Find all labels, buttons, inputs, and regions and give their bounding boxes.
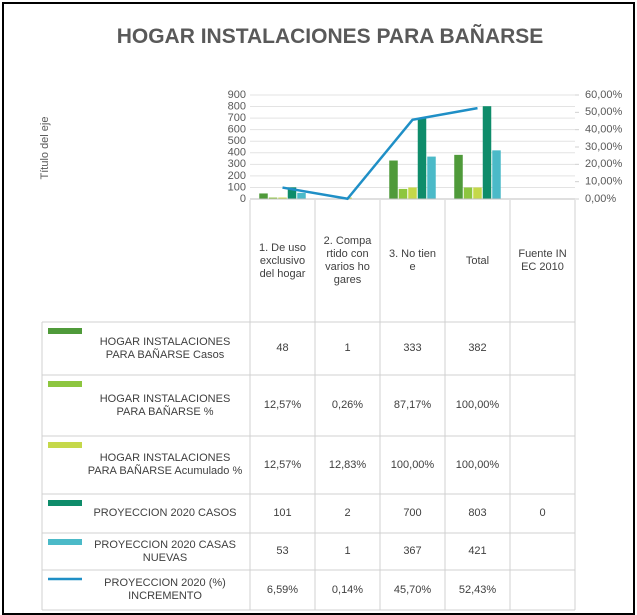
legend-key [48, 442, 82, 448]
bar [297, 192, 306, 199]
y-tick-label: 400 [228, 147, 246, 159]
legend-label: HOGAR INSTALACIONES PARA BAÑARSE Casos [99, 335, 231, 361]
data-label: 12,57% [263, 399, 302, 411]
chart-title: HOGAR INSTALACIONES PARA BAÑARSE [116, 25, 544, 48]
legend-label: PROYECCION 2020 CASAS NUEVAS [94, 538, 236, 564]
x-tick-label: Fuente INEC 2010 [518, 248, 567, 273]
legend-label: PROYECCION 2020 CASOS [93, 507, 237, 519]
data-label: 382 [468, 342, 487, 354]
legend-key [48, 539, 82, 545]
y-tick-label: 700 [228, 112, 246, 124]
data-label: 0 [539, 507, 546, 519]
bar [398, 188, 408, 199]
data-label: 87,17% [393, 399, 432, 411]
data-label: 1 [344, 545, 351, 557]
y2-tick-label: 10,00% [585, 176, 623, 188]
data-label: 2 [344, 507, 351, 519]
bar [463, 187, 473, 199]
y-tick-label: 600 [228, 124, 246, 136]
y2-tick-label: 40,00% [585, 124, 623, 136]
bar [473, 187, 482, 199]
y-tick-label: 100 [228, 181, 246, 193]
legend-key [48, 328, 82, 334]
data-label: 45,70% [393, 583, 432, 596]
bar [492, 150, 501, 199]
bar [268, 197, 278, 199]
data-label: 0,14% [331, 583, 364, 596]
bar [408, 187, 417, 199]
x-tick-label: 3. No tiene [388, 248, 437, 273]
data-label: 6,59% [266, 583, 299, 596]
x-tick-label: 1. De uso exclusivo del hogar [258, 241, 307, 280]
bar [427, 156, 436, 199]
y-tick-label: 300 [228, 158, 246, 170]
y2-tick-label: 60,00% [585, 89, 623, 101]
y-axis-label: Título del eje [39, 117, 51, 180]
data-label: 1 [344, 342, 351, 354]
data-label: 53 [276, 545, 289, 557]
data-label: 100,00% [455, 399, 500, 411]
data-label: 367 [403, 545, 422, 557]
data-label: 12,83% [328, 458, 367, 471]
data-label: 100,00% [390, 458, 435, 471]
y-tick-label: 0 [240, 193, 246, 205]
data-label: 48 [276, 342, 289, 354]
data-label: 52,43% [458, 583, 497, 596]
bar [389, 160, 398, 199]
bar [417, 118, 427, 199]
data-label: 101 [273, 507, 292, 519]
y2-tick-label: 20,00% [585, 158, 623, 170]
bar [482, 106, 492, 199]
data-label: 421 [468, 545, 487, 557]
data-label: 700 [403, 507, 422, 519]
bar [278, 197, 287, 199]
legend-label: HOGAR INSTALACIONES PARA BAÑARSE % [99, 392, 231, 418]
y-tick-label: 200 [228, 170, 246, 182]
legend-key [48, 381, 82, 387]
bar [259, 193, 268, 199]
legend-label: HOGAR INSTALACIONES PARA BAÑARSE Acumula… [87, 452, 243, 477]
data-label: 333 [403, 342, 422, 354]
legend-label: PROYECCION 2020 (%) INCREMENTO [104, 577, 226, 602]
legend-key [48, 500, 82, 506]
bar [287, 187, 297, 199]
y2-tick-label: 50,00% [585, 106, 623, 118]
x-tick-label: 2. Compartido con varios hogares [323, 235, 372, 286]
y-tick-label: 900 [228, 89, 246, 101]
y-tick-label: 500 [228, 135, 246, 147]
data-label: 100,00% [455, 458, 500, 471]
bar [454, 154, 463, 199]
line-series [282, 106, 478, 201]
y2-tick-label: 30,00% [585, 141, 623, 153]
data-label: 803 [468, 507, 487, 519]
data-label: 12,57% [263, 458, 302, 471]
y2-tick-label: 0,00% [585, 193, 616, 205]
y-tick-label: 800 [228, 100, 246, 112]
data-label: 0,26% [331, 399, 364, 411]
x-tick-label: Total [465, 254, 490, 267]
